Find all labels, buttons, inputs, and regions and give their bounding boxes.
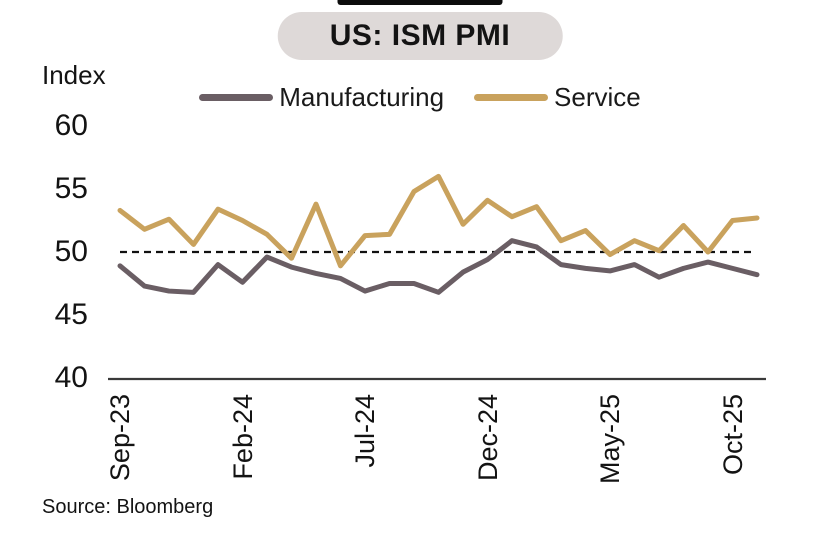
chart-legend: Manufacturing Service xyxy=(0,82,840,113)
manufacturing-line xyxy=(117,238,760,295)
chart-title-pill: US: ISM PMI xyxy=(277,12,563,60)
y-axis-unit-label: Index xyxy=(42,60,106,90)
x-tick-feb-24: Feb-24 xyxy=(227,394,258,480)
service-swatch-icon xyxy=(474,94,549,101)
x-tick-dec-24: Dec-24 xyxy=(472,394,503,482)
y-tick-50: 50 xyxy=(54,235,88,268)
legend-label: Manufacturing xyxy=(279,82,445,112)
service-line xyxy=(117,173,760,269)
chart-title: US: ISM PMI xyxy=(329,19,511,52)
legend-item-service: Service xyxy=(474,82,641,113)
x-tick-may-25: May-25 xyxy=(595,394,625,485)
y-tick-45: 45 xyxy=(54,298,88,331)
legend-item-manufacturing: Manufacturing xyxy=(199,82,444,113)
x-tick-jul-24: Jul-24 xyxy=(350,394,380,468)
x-tick-sep-23: Sep-23 xyxy=(105,394,135,482)
manufacturing-swatch-icon xyxy=(199,94,274,101)
top-accent-bar xyxy=(337,0,503,5)
legend-label: Service xyxy=(554,82,641,112)
source-note: Source: Bloomberg xyxy=(42,496,214,518)
y-tick-55: 55 xyxy=(54,172,88,205)
x-tick-oct-25: Oct-25 xyxy=(717,394,748,476)
y-tick-40: 40 xyxy=(54,361,88,394)
y-tick-60: 60 xyxy=(54,109,88,142)
